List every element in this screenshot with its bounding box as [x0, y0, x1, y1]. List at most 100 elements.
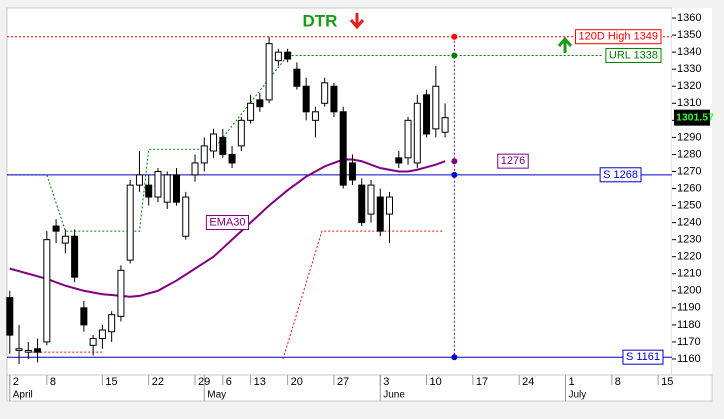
candle-body	[330, 85, 338, 113]
ema-label: EMA30	[209, 217, 245, 229]
level-label: 120D High 1349	[578, 31, 658, 43]
marker-dot	[451, 52, 458, 59]
candle-body	[219, 136, 227, 155]
candle-body	[24, 349, 32, 353]
x-tick-label: 27	[337, 376, 349, 388]
candle-body	[117, 269, 125, 317]
candle-body	[413, 102, 421, 164]
candle-body	[200, 145, 208, 164]
ema-label-box	[205, 215, 249, 231]
x-tick-label: 2	[13, 376, 19, 388]
month-label: April	[13, 390, 33, 401]
y-tick-label: 1250	[677, 199, 701, 211]
candle-body	[423, 94, 431, 135]
candle-body	[432, 85, 440, 130]
candle-body	[210, 133, 218, 152]
y-tick-label: 1310	[677, 97, 701, 109]
down-arrow	[349, 13, 365, 30]
marker-dot	[451, 158, 458, 165]
y-tick-label: 1240	[677, 217, 701, 229]
ema-end-label: 1276	[501, 155, 525, 167]
y-tick-label: 1270	[677, 165, 701, 177]
x-tick-label: 15	[661, 376, 673, 388]
candle-body	[191, 162, 199, 176]
y-tick-label: 1190	[677, 302, 701, 314]
ema-end-label-box	[497, 153, 529, 169]
y-tick-label: 1280	[677, 148, 701, 160]
candle-body	[256, 99, 264, 108]
candle-body	[228, 153, 236, 164]
y-tick-label: 1200	[677, 285, 701, 297]
candle-body	[71, 235, 79, 278]
chart-title: DTR	[303, 11, 338, 30]
last-price-box	[674, 109, 710, 126]
candle-body	[34, 348, 42, 353]
x-tick-label: 13	[254, 376, 266, 388]
y-tick-label: 1260	[677, 182, 701, 194]
candle-body	[321, 82, 329, 104]
candle-body	[154, 170, 162, 198]
marker-dot	[451, 33, 458, 40]
candle-body	[80, 307, 88, 326]
candle-body	[311, 111, 319, 121]
y-tick-label: 1340	[677, 46, 701, 58]
y-tick-label: 1160	[677, 353, 701, 365]
candle-body	[395, 157, 403, 164]
candle-body	[247, 102, 255, 121]
x-tick-label: 6	[226, 376, 232, 388]
month-label: June	[383, 390, 405, 401]
price-axis	[672, 8, 712, 375]
candle-body	[89, 338, 97, 346]
level-label-box	[622, 349, 664, 365]
candle-body	[376, 196, 384, 232]
candle-body	[108, 314, 116, 333]
candle-body	[367, 184, 375, 215]
ema-line	[9, 158, 446, 298]
y-tick-label: 1360	[677, 12, 701, 24]
candle-body	[293, 68, 301, 87]
x-tick-label: 8	[615, 376, 621, 388]
candle-body	[52, 225, 60, 232]
level-label: S 1161	[626, 351, 660, 363]
level-label: URL 1338	[609, 49, 658, 61]
candle-body	[145, 184, 153, 198]
candle-body	[358, 184, 366, 224]
candle-body	[265, 43, 273, 101]
x-tick-label: 20	[291, 376, 303, 388]
x-tick-label: 8	[50, 376, 56, 388]
candle-body	[274, 51, 282, 62]
candle-body	[61, 235, 69, 244]
y-tick-label: 1320	[677, 80, 701, 92]
y-tick-label: 1170	[677, 336, 701, 348]
candle-body	[339, 111, 347, 186]
candle-body	[441, 117, 449, 133]
y-tick-label: 1180	[677, 319, 701, 331]
x-tick-label: 3	[383, 376, 389, 388]
month-label: May	[207, 390, 226, 401]
candle-body	[348, 162, 356, 181]
x-tick-label: 22	[152, 376, 164, 388]
candle-body	[15, 348, 23, 351]
y-tick-label: 1330	[677, 63, 701, 75]
marker-dot	[451, 171, 458, 178]
candle-body	[302, 85, 310, 113]
level-label: S 1268	[603, 169, 638, 181]
candle-body	[182, 196, 190, 237]
candle-body	[172, 174, 180, 203]
candle-body	[404, 119, 412, 159]
last-price-label: 1301.57	[676, 111, 714, 123]
x-tick-label: 17	[476, 376, 488, 388]
up-arrow	[557, 36, 573, 53]
month-label: July	[568, 390, 586, 401]
x-tick-label: 24	[522, 376, 534, 388]
level-label-box	[574, 29, 662, 45]
candle-body	[126, 184, 134, 261]
candle-body	[163, 174, 171, 203]
candle-body	[237, 119, 245, 147]
level-label-box	[605, 47, 662, 63]
y-tick-label: 1210	[677, 268, 701, 280]
y-tick-label: 1350	[677, 29, 701, 41]
candle-body	[284, 51, 292, 60]
y-tick-label: 1220	[677, 251, 701, 263]
x-tick-label: 15	[105, 376, 117, 388]
